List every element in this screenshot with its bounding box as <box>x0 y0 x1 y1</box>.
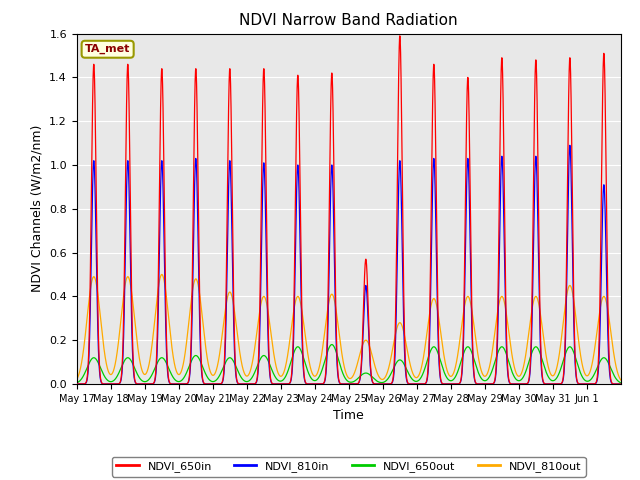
NDVI_650in <box>395 72 403 77</box>
NDVI_810in <box>73 381 81 387</box>
Text: TA_met: TA_met <box>85 44 131 54</box>
Line: NDVI_810in: NDVI_810in <box>77 145 621 384</box>
NDVI_810in <box>100 381 108 387</box>
NDVI_810in <box>617 381 625 387</box>
NDVI_650in <box>396 33 404 39</box>
NDVI_810out <box>73 376 81 382</box>
NDVI_650out <box>419 372 426 378</box>
NDVI_650out <box>476 373 484 379</box>
NDVI_810in <box>506 379 513 385</box>
Y-axis label: NDVI Channels (W/m2/nm): NDVI Channels (W/m2/nm) <box>31 125 44 292</box>
NDVI_810out <box>476 363 484 369</box>
NDVI_810in <box>476 381 484 387</box>
NDVI_650in <box>100 381 108 387</box>
NDVI_810out <box>158 272 166 277</box>
NDVI_810in <box>395 182 403 188</box>
Line: NDVI_650out: NDVI_650out <box>77 345 621 383</box>
X-axis label: Time: Time <box>333 409 364 422</box>
NDVI_650out <box>395 357 403 363</box>
NDVI_650in <box>617 381 625 387</box>
NDVI_810out <box>617 377 625 383</box>
Line: NDVI_810out: NDVI_810out <box>77 275 621 380</box>
NDVI_650out <box>506 360 513 366</box>
NDVI_650in <box>270 381 278 387</box>
NDVI_810out <box>395 321 403 326</box>
NDVI_810in <box>419 381 426 387</box>
NDVI_810out <box>270 351 278 357</box>
Title: NDVI Narrow Band Radiation: NDVI Narrow Band Radiation <box>239 13 458 28</box>
NDVI_650out <box>100 373 108 379</box>
NDVI_810out <box>100 347 108 353</box>
NDVI_650out <box>73 380 81 386</box>
Legend: NDVI_650in, NDVI_810in, NDVI_650out, NDVI_810out: NDVI_650in, NDVI_810in, NDVI_650out, NDV… <box>112 457 586 477</box>
NDVI_810in <box>270 381 278 387</box>
NDVI_810out <box>419 360 426 365</box>
NDVI_650in <box>476 381 484 387</box>
NDVI_650out <box>328 342 335 348</box>
NDVI_650out <box>617 380 625 386</box>
NDVI_650out <box>270 371 278 377</box>
NDVI_650in <box>419 381 426 387</box>
NDVI_650in <box>506 378 513 384</box>
NDVI_810out <box>506 332 513 338</box>
NDVI_650in <box>73 381 81 387</box>
NDVI_810in <box>566 143 573 148</box>
Line: NDVI_650in: NDVI_650in <box>77 36 621 384</box>
